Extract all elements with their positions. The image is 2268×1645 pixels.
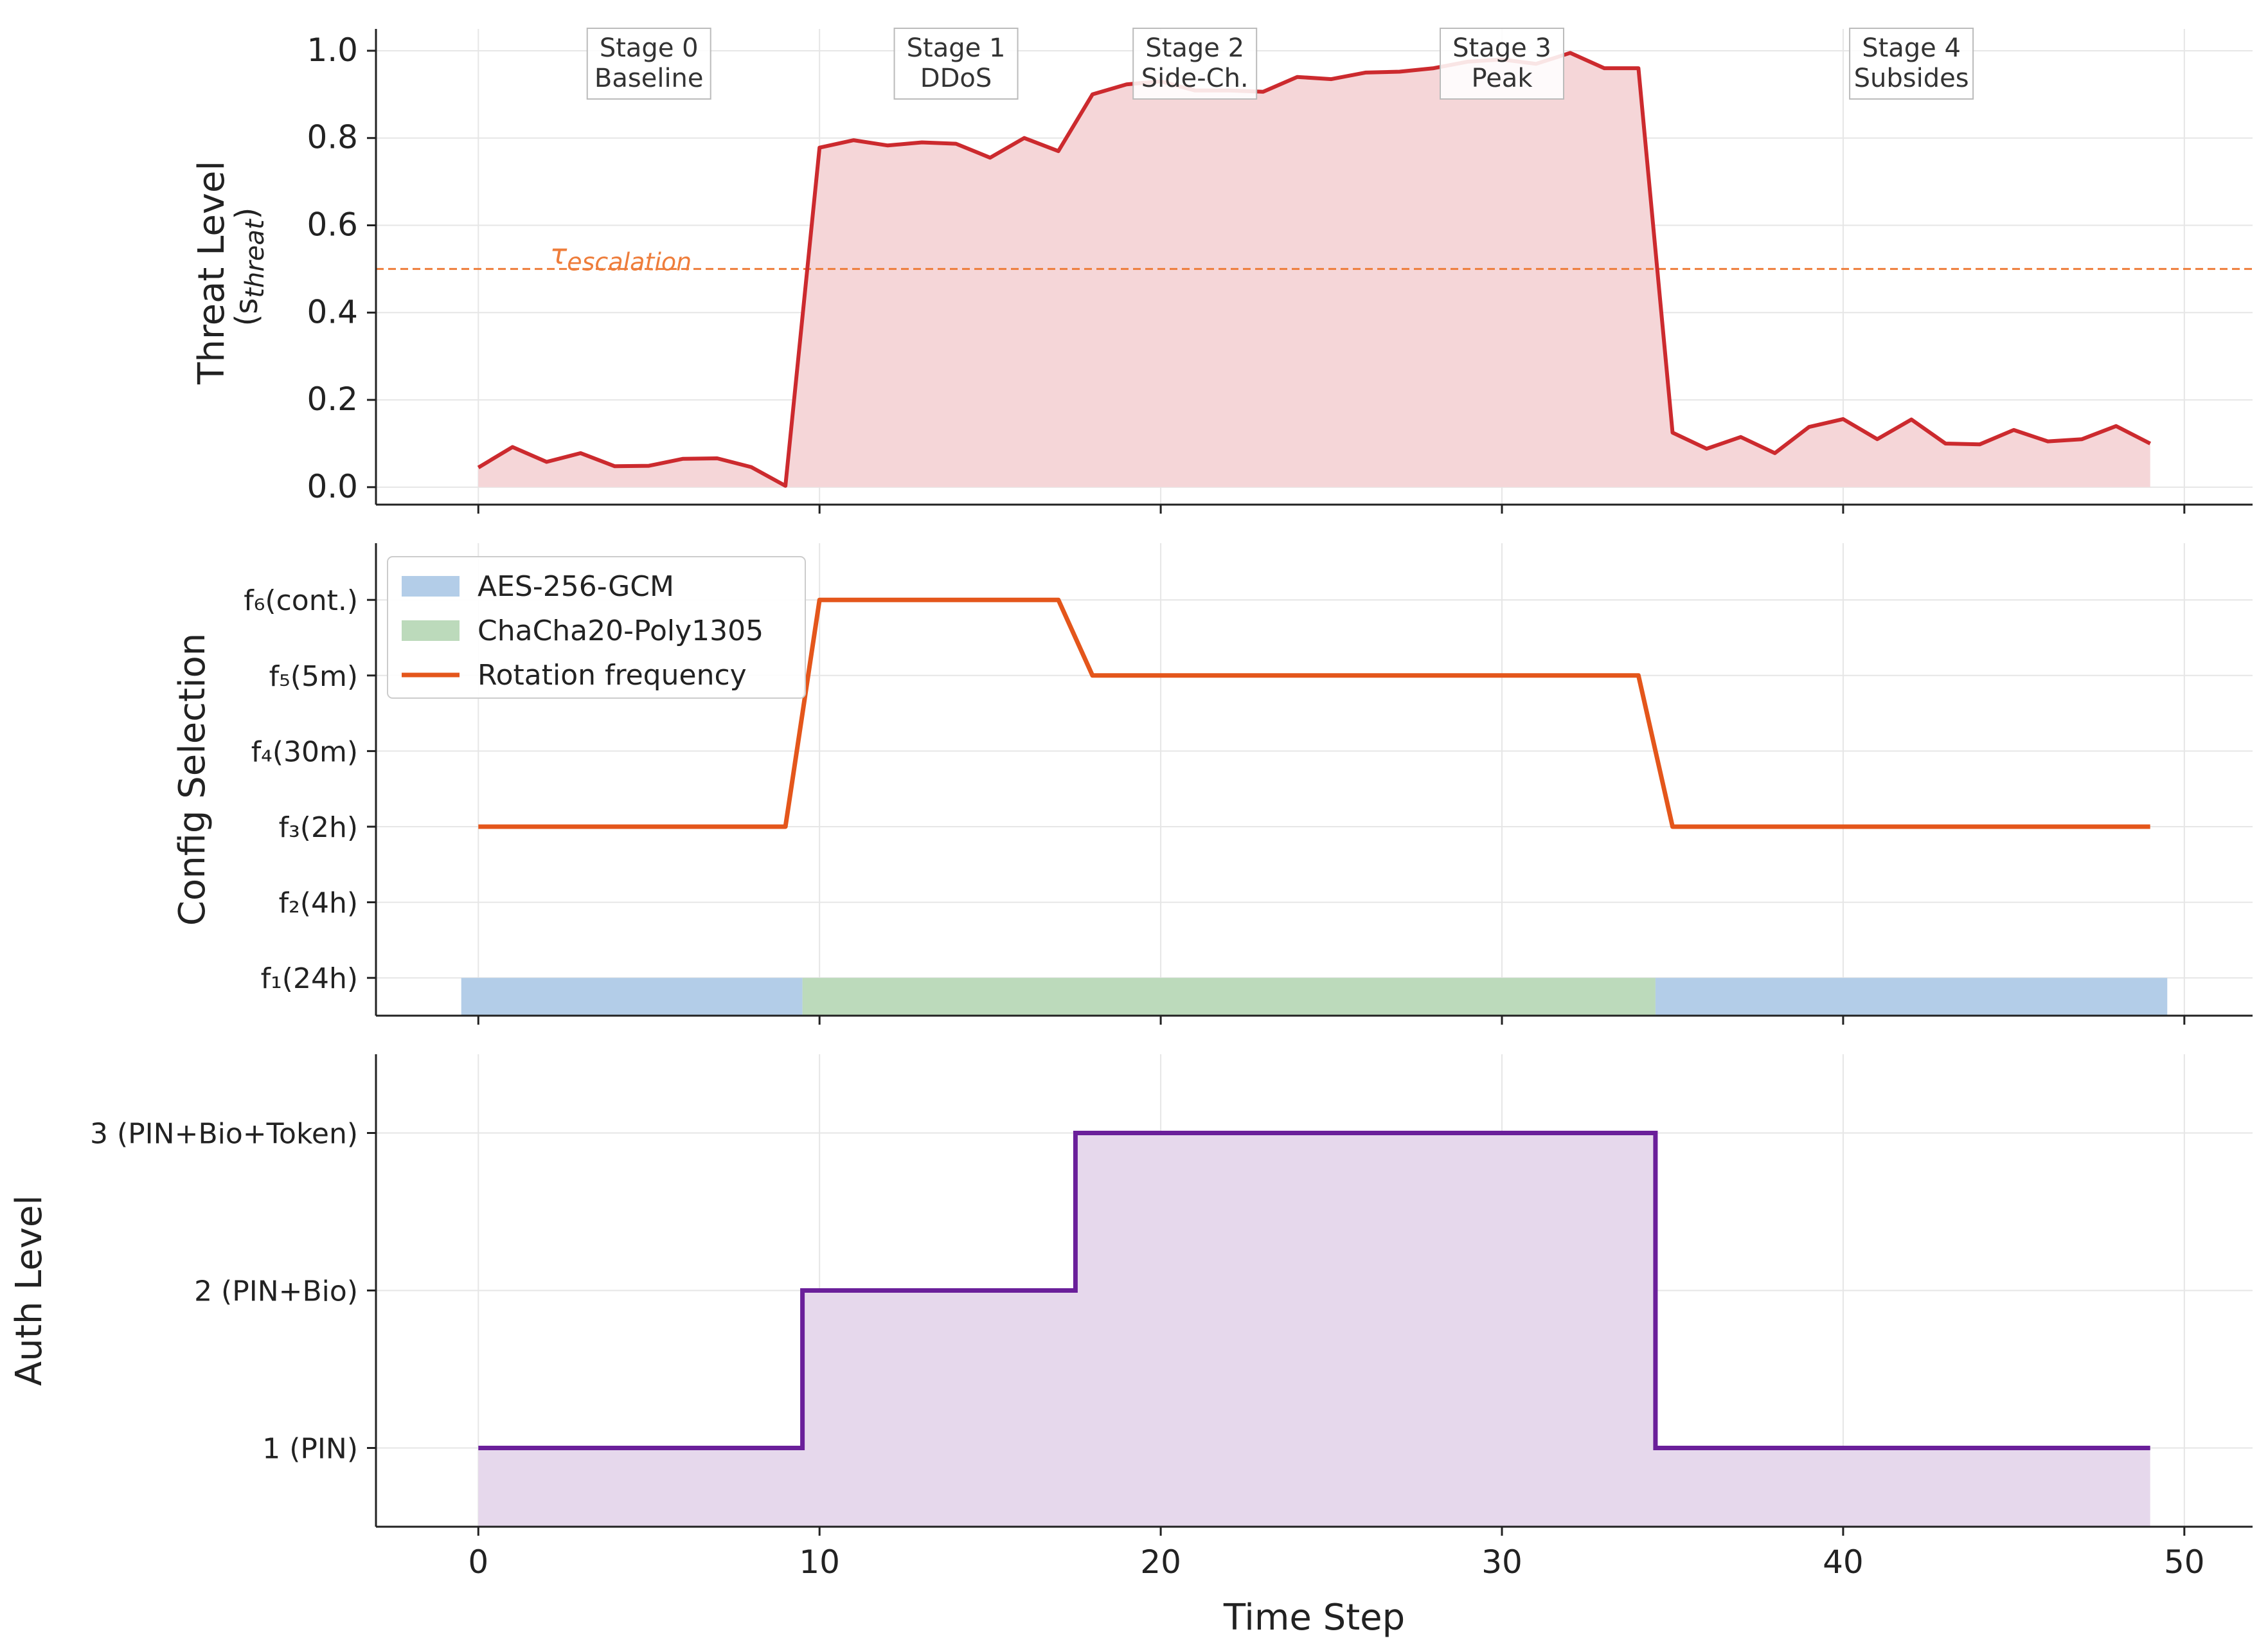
stage-title: Stage 0 xyxy=(600,33,699,63)
threat-ylabel-text: Threat Level xyxy=(191,161,233,385)
legend-box xyxy=(387,556,806,699)
cipher-bands xyxy=(461,978,2168,1016)
stage-name: DDoS xyxy=(920,64,992,93)
x-tick-label: 20 xyxy=(1140,1543,1181,1581)
stage-title: Stage 3 xyxy=(1452,33,1551,63)
stage-title: Stage 4 xyxy=(1862,33,1961,63)
cipher-band xyxy=(461,978,803,1016)
stage-box xyxy=(893,28,1019,100)
threat-ylabel-open: (s xyxy=(229,298,265,327)
escalation-threshold-label: τescalation xyxy=(550,238,692,276)
auth-x-ticks: 0 10 20 30 40 50 xyxy=(468,1527,2205,1581)
auth-y-axis-title: Auth Level xyxy=(8,1195,50,1386)
legend-label-chacha: ChaCha20-Poly1305 xyxy=(478,615,763,647)
auth-y-ticks: 1 (PIN) 2 (PIN+Bio) 3 (PIN+Bio+Token) xyxy=(90,1118,376,1466)
x-tick-label: 0 xyxy=(468,1543,488,1581)
threat-series-line xyxy=(477,51,2152,488)
y-tick-label: 1.0 xyxy=(307,31,358,69)
y-tick-label: 0.6 xyxy=(307,206,358,244)
y-tick-label: f₁(24h) xyxy=(261,962,358,995)
auth-area-fill xyxy=(478,1133,2150,1527)
y-tick-label: f₆(cont.) xyxy=(244,584,358,617)
threat-ylabel-symbol: (sthreat) xyxy=(229,208,270,327)
stage-title: Stage 2 xyxy=(1145,33,1244,63)
config-x-ticks xyxy=(477,1016,2186,1025)
y-tick-label: f₄(30m) xyxy=(251,735,358,768)
stage-box xyxy=(1849,28,1974,100)
y-tick-label: 0.4 xyxy=(307,293,358,330)
y-tick-label: 2 (PIN+Bio) xyxy=(194,1275,358,1308)
y-tick-label: f₂(4h) xyxy=(279,887,358,920)
threat-ylabel-sub: threat xyxy=(240,219,270,298)
stage-name: Subsides xyxy=(1854,64,1969,93)
x-tick-label: 10 xyxy=(799,1543,840,1581)
y-tick-label: 0.2 xyxy=(307,381,358,418)
stage-box xyxy=(1440,28,1564,100)
x-axis-title: Time Step xyxy=(1223,1597,1405,1639)
cipher-band xyxy=(1655,978,2168,1016)
cipher-band xyxy=(802,978,1656,1016)
config-y-axis-title: Config Selection xyxy=(172,633,213,926)
tau-subscript: escalation xyxy=(567,247,692,276)
config-y-ticks: f₁(24h) f₂(4h) f₃(2h) f₄(30m) f₅(5m) f₆(cont.… xyxy=(244,584,376,995)
threat-area-fill xyxy=(478,53,2150,487)
y-tick-label: 0.8 xyxy=(307,119,358,156)
rotation-frequency-line xyxy=(478,597,2150,829)
x-tick-label: 30 xyxy=(1481,1543,1522,1581)
threat-y-axis-title: Threat Level (sthreat) xyxy=(191,149,270,385)
legend-label-aes: AES-256-GCM xyxy=(478,570,674,603)
legend-swatch-aes xyxy=(402,576,460,597)
legend-label-rotation: Rotation frequency xyxy=(478,659,747,692)
stage-box xyxy=(586,28,711,100)
legend-swatch-chacha xyxy=(402,620,460,641)
stage-name: Peak xyxy=(1472,64,1533,93)
stage-title: Stage 1 xyxy=(907,33,1006,63)
stage-box xyxy=(1132,28,1258,100)
threat-ylabel-close: ) xyxy=(229,208,265,220)
y-tick-label: f₃(2h) xyxy=(279,811,358,844)
config-panel: f₁(24h) f₂(4h) f₃(2h) f₄(30m) f₅(5m) f₆(cont.… xyxy=(172,543,2253,1025)
auth-panel: 1 (PIN) 2 (PIN+Bio) 3 (PIN+Bio+Token) 0 10 2… xyxy=(8,1054,2253,1639)
y-tick-label: 0.0 xyxy=(307,468,358,505)
stage-name: Side-Ch. xyxy=(1141,64,1249,93)
auth-level-line xyxy=(478,1131,2150,1450)
y-tick-label: 3 (PIN+Bio+Token) xyxy=(90,1118,358,1151)
y-tick-label: f₅(5m) xyxy=(269,660,358,693)
y-tick-label: 1 (PIN) xyxy=(262,1433,358,1466)
x-tick-label: 40 xyxy=(1823,1543,1864,1581)
threat-x-ticks xyxy=(477,505,2186,514)
tau-symbol: τ xyxy=(550,238,567,271)
threat-y-ticks: 0.0 0.2 0.4 0.6 0.8 1.0 xyxy=(307,31,376,505)
config-legend: AES-256-GCM ChaCha20-Poly1305 Rotation f… xyxy=(387,556,806,699)
x-tick-label: 50 xyxy=(2164,1543,2205,1581)
stage-name: Baseline xyxy=(594,64,704,93)
